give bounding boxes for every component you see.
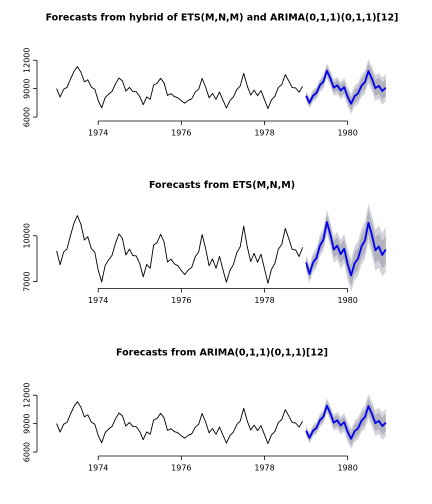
x-tick-label: 1978 (254, 129, 274, 138)
x-tick-label: 1976 (171, 464, 191, 473)
prediction-interval (306, 210, 386, 286)
x-tick-label: 1974 (88, 129, 108, 138)
prediction-interval (306, 398, 386, 446)
x-tick-label: 1978 (254, 296, 274, 305)
forecast-line (305, 69, 387, 105)
y-tick-label: 10000 (23, 223, 32, 248)
y-tick-label: 12000 (23, 383, 32, 408)
x-tick-label: 1974 (88, 464, 108, 473)
forecast-line (305, 221, 387, 277)
y-tick-label: 6000 (23, 442, 32, 462)
x-tick-label: 1980 (337, 129, 357, 138)
y-tick-label: 7000 (23, 271, 32, 291)
y-tick-label: 6000 (23, 107, 32, 127)
history-line (56, 66, 303, 110)
x-tick-label: 1976 (171, 129, 191, 138)
y-tick-label: 12000 (23, 48, 32, 73)
x-tick-label: 1974 (88, 296, 108, 305)
x-tick-label: 1980 (337, 296, 357, 305)
y-tick-label: 9000 (23, 78, 32, 98)
chart-title: Forecasts from hybrid of ETS(M,N,M) and … (46, 13, 399, 24)
chart-title: Forecasts from ARIMA(0,1,1)(0,1,1)[12] (116, 348, 328, 359)
history-line (56, 401, 303, 445)
history-line (56, 215, 304, 284)
prediction-interval (306, 63, 386, 111)
chart-title: Forecasts from ETS(M,N,M) (149, 180, 295, 191)
x-tick-label: 1976 (171, 296, 191, 305)
forecast-line (305, 404, 387, 440)
y-tick-label: 9000 (23, 413, 32, 433)
x-tick-label: 1980 (337, 464, 357, 473)
x-tick-label: 1978 (254, 464, 274, 473)
